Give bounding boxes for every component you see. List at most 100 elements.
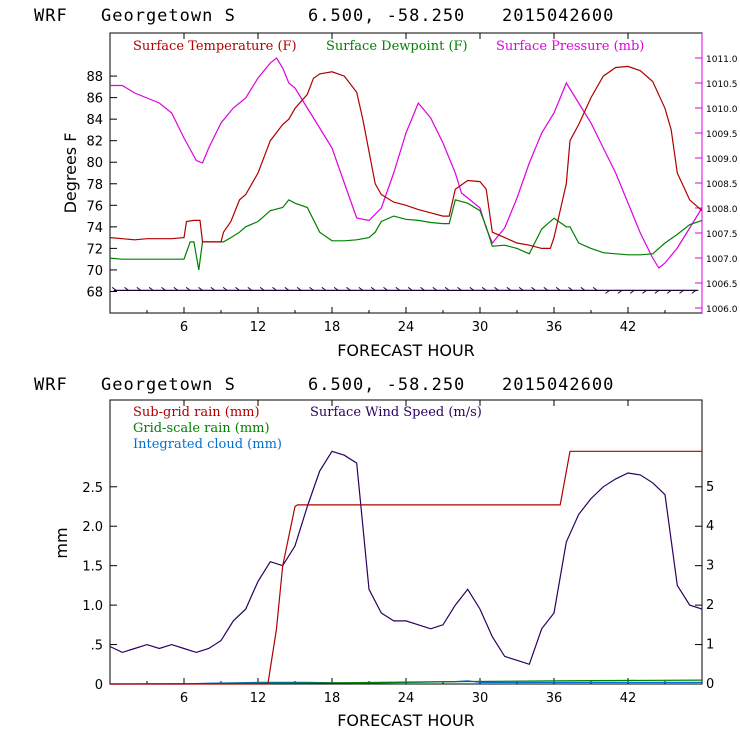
y-tick-label: 74 bbox=[86, 221, 103, 236]
precipitation-panel: WRF Georgetown S 6.500, -58.250 20150426… bbox=[34, 375, 714, 730]
legend-grid-scale-rain: Grid-scale rain (mm) bbox=[133, 421, 270, 436]
y-tick-label: 70 bbox=[86, 264, 103, 279]
wind-barb bbox=[531, 286, 536, 291]
y2-tick-label: 1008.5 bbox=[706, 180, 738, 190]
wind-barb bbox=[444, 286, 450, 291]
wind-barb bbox=[666, 289, 672, 294]
wind-barb bbox=[124, 286, 129, 291]
wind-barb bbox=[259, 286, 265, 291]
panel1-plot-frame bbox=[109, 32, 703, 314]
y-tick-label: 72 bbox=[86, 242, 103, 257]
y-tick-label: 2.5 bbox=[82, 481, 103, 496]
y2-tick-label: 1008.0 bbox=[706, 205, 738, 215]
panel1-xlabel: FORECAST HOUR bbox=[337, 341, 475, 360]
x-tick-label: 12 bbox=[250, 320, 267, 335]
y-tick-label: 86 bbox=[86, 92, 103, 107]
wind-barb bbox=[654, 289, 660, 294]
series-surface-temperature-line bbox=[109, 65, 703, 249]
wind-barb bbox=[161, 286, 166, 291]
wind-barb bbox=[617, 289, 623, 294]
wind-barb bbox=[506, 286, 512, 291]
panel2-ylabel: mm bbox=[52, 527, 71, 558]
wind-barb bbox=[235, 286, 240, 291]
legend-integrated-cloud: Integrated cloud (mm) bbox=[133, 437, 282, 452]
y2-tick-label: 1010.0 bbox=[706, 105, 738, 115]
wind-barb bbox=[568, 286, 573, 291]
wind-barb bbox=[247, 286, 253, 291]
legend-surface-wind-speed: Surface Wind Speed (m/s) bbox=[310, 405, 482, 420]
wind-barb bbox=[309, 286, 314, 291]
wind-barb bbox=[395, 286, 401, 291]
wind-barb bbox=[333, 286, 339, 291]
legend-surface-temperature: Surface Temperature (F) bbox=[133, 39, 297, 54]
x-tick-label: 42 bbox=[620, 691, 637, 706]
y2-tick-label: 2 bbox=[706, 598, 714, 613]
panel1-title-model: WRF bbox=[34, 6, 68, 26]
wind-barb bbox=[407, 286, 413, 291]
x-tick-label: 6 bbox=[180, 320, 188, 335]
x-tick-label: 18 bbox=[324, 320, 341, 335]
y2-tick-label: 1006.0 bbox=[706, 305, 738, 315]
x-tick-label: 30 bbox=[472, 320, 489, 335]
wind-barbs bbox=[111, 286, 699, 294]
wind-barb bbox=[272, 286, 277, 291]
panel1-y-ticks: 68 70 72 74 76 78 80 82 84 86 88 bbox=[86, 70, 117, 300]
wind-barb bbox=[457, 286, 462, 291]
wind-barb bbox=[321, 286, 327, 291]
y2-tick-label: 3 bbox=[706, 559, 714, 574]
wind-barb bbox=[222, 286, 228, 291]
temperature-panel: WRF Georgetown S 6.500, -58.250 20150426… bbox=[34, 6, 738, 360]
legend-sub-grid-rain: Sub-grid rain (mm) bbox=[133, 405, 260, 420]
series-surface-pressure-line bbox=[110, 57, 703, 269]
y2-tick-label: 1009.0 bbox=[706, 155, 738, 165]
x-tick-label: 24 bbox=[398, 691, 415, 706]
wind-barb bbox=[555, 286, 561, 291]
y-tick-label: 1.0 bbox=[82, 599, 103, 614]
wind-barb bbox=[642, 289, 647, 294]
wind-barb bbox=[469, 286, 475, 291]
panel2-y2-ticks: 0 1 2 3 4 5 bbox=[695, 480, 714, 692]
panel2-title-coords: 6.500, -58.250 bbox=[308, 375, 465, 395]
series-sub-grid-rain-line bbox=[110, 450, 702, 685]
panel1-title-init: 2015042600 bbox=[502, 6, 614, 26]
panel1-title-location: Georgetown S bbox=[101, 6, 236, 26]
wind-barb bbox=[518, 286, 524, 291]
panel2-title-location: Georgetown S bbox=[101, 375, 236, 395]
wind-barb bbox=[148, 286, 154, 291]
wind-barb bbox=[173, 286, 179, 291]
series-surface-wind-speed-line bbox=[109, 450, 703, 666]
y2-tick-label: 0 bbox=[706, 677, 714, 692]
wind-barb bbox=[346, 286, 351, 291]
wind-barb bbox=[481, 286, 487, 291]
y2-tick-label: 4 bbox=[706, 519, 714, 534]
wind-barb bbox=[543, 286, 549, 291]
x-tick-label: 24 bbox=[398, 320, 415, 335]
wind-barb bbox=[383, 286, 388, 291]
wind-barb bbox=[198, 286, 203, 291]
legend-surface-pressure: Surface Pressure (mb) bbox=[496, 39, 644, 54]
x-tick-label: 12 bbox=[250, 691, 267, 706]
wind-barb bbox=[580, 286, 586, 291]
y-tick-label: .5 bbox=[91, 639, 103, 654]
wind-barb bbox=[494, 286, 499, 291]
wind-barb bbox=[592, 286, 598, 291]
y-tick-label: 88 bbox=[86, 70, 103, 85]
wind-barb bbox=[296, 286, 302, 291]
y2-tick-label: 1011.0 bbox=[706, 55, 738, 65]
x-tick-label: 30 bbox=[472, 691, 489, 706]
x-tick-label: 36 bbox=[546, 691, 563, 706]
y2-tick-label: 1007.5 bbox=[706, 230, 738, 240]
y2-tick-label: 1 bbox=[706, 638, 714, 653]
panel2-title-model: WRF bbox=[34, 375, 68, 395]
x-tick-label: 18 bbox=[324, 691, 341, 706]
y-tick-label: 0 bbox=[95, 678, 103, 693]
y-tick-label: 80 bbox=[86, 156, 103, 171]
y2-tick-label: 1010.5 bbox=[706, 80, 738, 90]
wind-barb bbox=[358, 286, 364, 291]
wind-barb bbox=[370, 286, 376, 291]
x-tick-label: 42 bbox=[620, 320, 637, 335]
wind-barb bbox=[284, 286, 290, 291]
legend-surface-dewpoint: Surface Dewpoint (F) bbox=[326, 39, 468, 54]
panel1-x-ticks: 6 12 18 24 30 36 42 bbox=[146, 33, 666, 335]
